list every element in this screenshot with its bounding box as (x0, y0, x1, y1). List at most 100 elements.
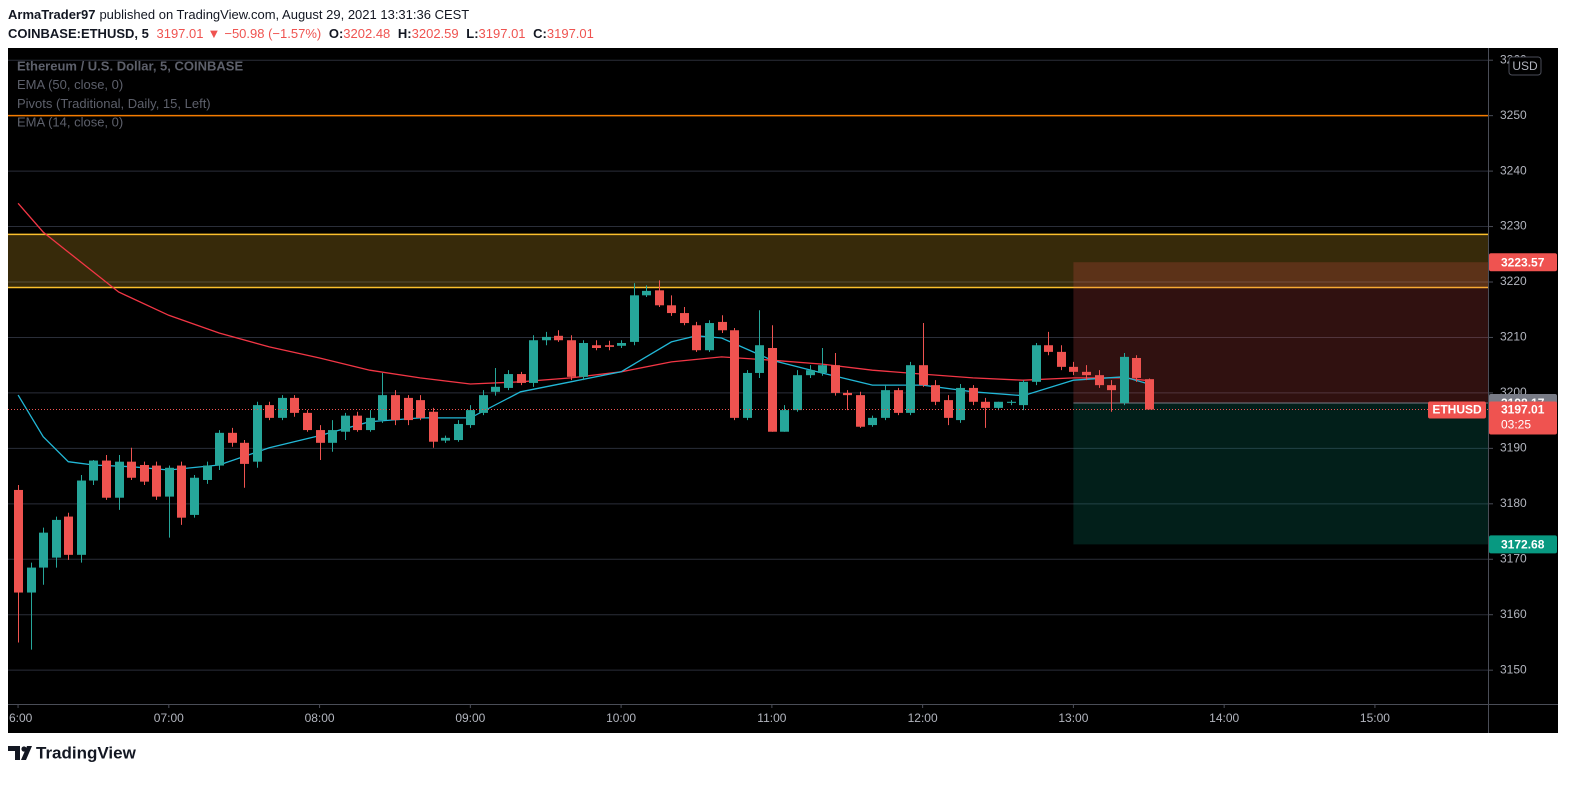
candle-body (881, 390, 890, 418)
currency-badge (1508, 56, 1542, 76)
target-tag (1489, 535, 1557, 554)
candle-body (1044, 345, 1053, 352)
candle-body (517, 374, 526, 383)
candle-body (127, 461, 136, 478)
legend-entry: Pivots (Traditional, Daily, 15, Left) (17, 96, 211, 111)
candle-body (1032, 345, 1041, 382)
candle-body (278, 397, 287, 418)
x-tick-label: 15:00 (1360, 711, 1390, 725)
countdown: 03:25 (1501, 418, 1531, 432)
candle-body (140, 465, 149, 482)
candle-body (906, 365, 915, 413)
symbol: COINBASE:ETHUSD, 5 (8, 26, 149, 41)
candle-body (743, 372, 752, 418)
candle-body (479, 395, 488, 413)
candle-body (868, 417, 877, 426)
candle-body (768, 347, 777, 432)
candle-body (843, 392, 852, 396)
candle-body (441, 437, 450, 441)
header: ArmaTrader97 published on TradingView.com… (8, 5, 598, 43)
candle-body (856, 395, 865, 427)
candle-body (818, 365, 827, 373)
candle-body (328, 430, 337, 443)
candle-body (316, 430, 325, 443)
stop-tag-label: 3223.57 (1501, 255, 1545, 269)
last-price-tag (1489, 401, 1557, 435)
published: published on TradingView.com, August 29,… (99, 7, 470, 22)
candle-body (240, 442, 249, 464)
candle-body (454, 423, 463, 441)
candle-body (994, 401, 1003, 408)
header-line: ArmaTrader97 published on TradingView.com… (8, 5, 598, 24)
candle-body (203, 465, 212, 480)
target-tag-label: 3172.68 (1501, 538, 1545, 552)
candle-body (102, 460, 111, 498)
candle-body (529, 340, 538, 383)
candle-body (1145, 379, 1154, 410)
logo-dot (21, 746, 27, 752)
candle-body (115, 461, 124, 498)
candle-body (894, 390, 903, 413)
candle-body (755, 345, 764, 373)
x-tick-label: 6:00 (9, 711, 33, 725)
y-tick-label: 3190 (1500, 441, 1527, 455)
stop-tag (1489, 253, 1557, 272)
candle-body (1095, 375, 1104, 386)
candle-body (378, 395, 387, 421)
candle-body (1120, 356, 1129, 403)
brand: TradingView (36, 743, 137, 762)
axes: 3150316031703180319032003210322032303240… (9, 52, 1557, 725)
candle-body (1057, 351, 1066, 367)
candle-body (793, 375, 802, 411)
candle-body (504, 374, 513, 388)
ohlc-label: O: (328, 26, 344, 41)
candle-body (655, 290, 664, 306)
logo-icon (8, 746, 32, 760)
candle-body (253, 405, 262, 462)
candle-body (705, 323, 714, 351)
stop-zone (1073, 262, 1488, 404)
candle-body (190, 477, 199, 515)
candle-body (152, 465, 161, 497)
candle-body (605, 345, 614, 347)
candle-body (215, 432, 224, 466)
candle-body (39, 532, 48, 568)
symbol-tag-label: ETHUSD (1432, 403, 1482, 417)
x-tick-label: 09:00 (455, 711, 485, 725)
candle-body (780, 410, 789, 432)
candle-body (77, 480, 86, 555)
y-tick-label: 3150 (1500, 662, 1527, 676)
target-zone (1073, 403, 1488, 545)
candle-body (265, 405, 274, 418)
candle-body (567, 340, 576, 377)
x-tick-label: 08:00 (305, 711, 335, 725)
candle-body (542, 336, 551, 341)
candle-body (1132, 357, 1141, 378)
ema-line (17, 202, 1149, 385)
last-price-tag-label: 3197.01 (1501, 403, 1545, 417)
y-tick-label: 3170 (1500, 551, 1527, 565)
candle-body (630, 295, 639, 342)
candle-body (27, 567, 36, 593)
y-tick-label: 3230 (1500, 219, 1527, 233)
candle-body (931, 385, 940, 402)
pivot-band (8, 234, 1488, 288)
candle-body (730, 330, 739, 418)
ohlc-label: H: (397, 26, 412, 41)
candle-body (1107, 385, 1116, 391)
candle-body (290, 397, 299, 413)
y-tick-label: 3240 (1500, 163, 1527, 177)
candle-body (944, 400, 953, 418)
header-line: COINBASE:ETHUSD, 5 3197.01 ▼ −50.98 (−1.57… (8, 24, 598, 43)
candle-body (404, 397, 413, 421)
candle-body (353, 415, 362, 431)
y-tick-label: 3250 (1500, 108, 1527, 122)
candle-body (1007, 401, 1016, 403)
candle-body (366, 417, 375, 431)
candle-body (165, 467, 174, 497)
candle-body (956, 387, 965, 421)
candle-body (981, 401, 990, 408)
candle-body (718, 321, 727, 331)
candle-body (177, 465, 186, 518)
